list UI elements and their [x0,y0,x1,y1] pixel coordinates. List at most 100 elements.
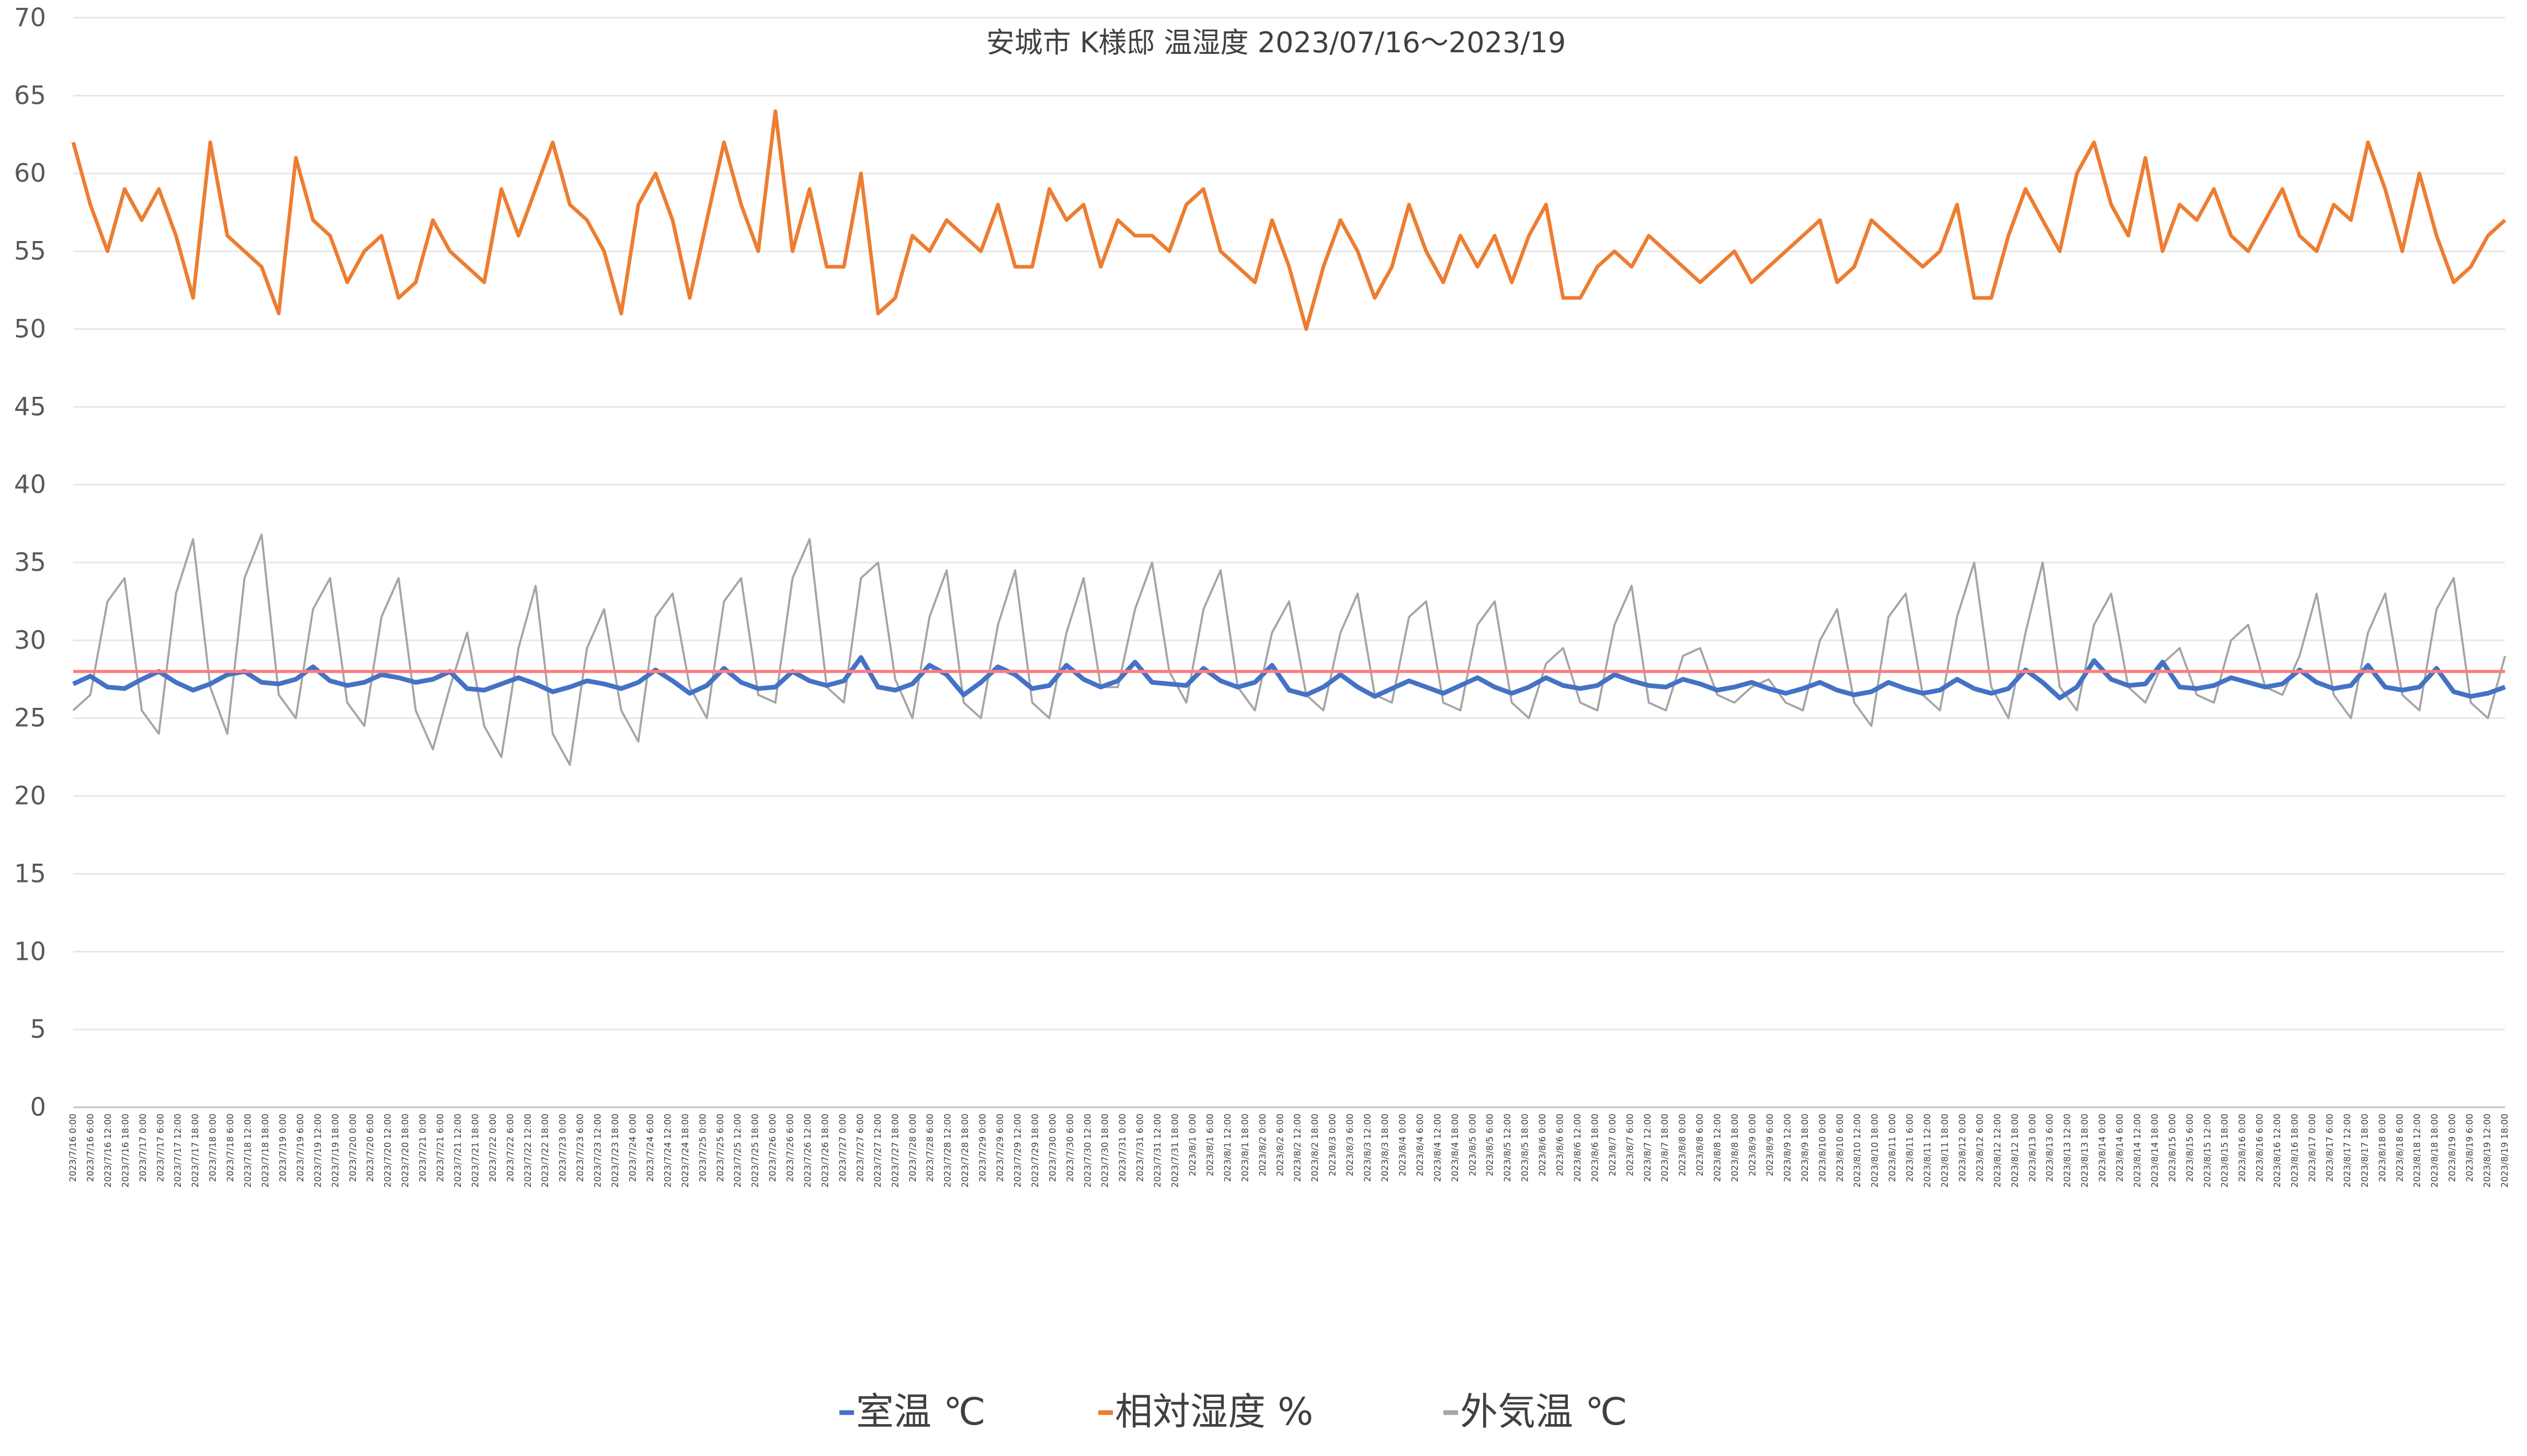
x-tick-label: 2023/8/10 0:00 [1817,1114,1828,1182]
x-tick-label: 2023/7/29 6:00 [995,1114,1006,1182]
y-tick-label: 35 [14,548,46,577]
y-tick-label: 45 [14,392,46,421]
x-tick-label: 2023/8/15 18:00 [2220,1114,2230,1188]
x-tick-label: 2023/8/7 0:00 [1608,1114,1618,1176]
series-line-2 [72,533,2506,766]
x-tick-label: 2023/8/6 18:00 [1590,1114,1600,1182]
x-tick-label: 2023/7/28 6:00 [925,1114,936,1182]
x-tick-label: 2023/7/28 18:00 [960,1114,971,1188]
x-tick-label: 2023/7/23 18:00 [610,1114,621,1188]
x-tick-label: 2023/8/12 12:00 [1993,1114,2003,1188]
x-tick-label: 2023/8/15 0:00 [2167,1114,2178,1182]
x-tick-label: 2023/7/22 12:00 [523,1114,533,1188]
y-tick-label: 20 [14,782,46,811]
x-tick-label: 2023/8/5 18:00 [1520,1114,1531,1182]
x-tick-label: 2023/7/17 12:00 [173,1114,184,1188]
y-tick-label: 10 [14,937,46,966]
y-tick-label: 40 [14,470,46,499]
x-tick-label: 2023/7/25 18:00 [750,1114,761,1188]
x-tick-label: 2023/7/16 18:00 [120,1114,131,1188]
x-tick-label: 2023/8/8 18:00 [1730,1114,1740,1182]
x-tick-label: 2023/8/5 12:00 [1502,1114,1513,1182]
x-tick-label: 2023/8/15 6:00 [2185,1114,2195,1182]
x-tick-label: 2023/8/7 18:00 [1660,1114,1670,1182]
x-tick-label: 2023/7/27 6:00 [855,1114,866,1182]
x-tick-label: 2023/8/12 18:00 [2010,1114,2020,1188]
x-tick-label: 2023/7/18 12:00 [243,1114,254,1188]
x-tick-label: 2023/8/6 12:00 [1573,1114,1583,1182]
x-tick-label: 2023/8/2 18:00 [1310,1114,1321,1182]
legend: 室温 ℃ 相対湿度 % 外気温 ℃ [839,1390,1627,1434]
x-tick-label: 2023/8/3 12:00 [1363,1114,1373,1182]
y-tick-label: 30 [14,626,46,655]
x-tick-label: 2023/8/4 18:00 [1450,1114,1461,1182]
x-tick-label: 2023/8/1 12:00 [1223,1114,1233,1182]
x-tick-label: 2023/7/30 0:00 [1048,1114,1058,1182]
x-tick-label: 2023/7/25 0:00 [698,1114,708,1182]
x-tick-label: 2023/8/19 12:00 [2483,1114,2493,1188]
y-tick-label: 65 [14,81,46,110]
chart-title: 安城市 K様邸 温湿度 2023/07/16～2023/19 [986,26,1566,59]
x-tick-label: 2023/8/16 0:00 [2237,1114,2248,1182]
x-tick-label: 2023/7/31 12:00 [1153,1114,1163,1188]
x-tick-label: 2023/8/16 18:00 [2290,1114,2301,1188]
legend-label: 室温 ℃ [856,1390,986,1434]
x-tick-label: 2023/7/18 6:00 [225,1114,236,1182]
x-tick-label: 2023/7/29 18:00 [1030,1114,1041,1188]
x-tick-label: 2023/7/16 12:00 [103,1114,113,1188]
y-tick-label: 70 [14,3,46,32]
legend-item-2: 外気温 ℃ [1443,1390,1627,1434]
x-tick-label: 2023/8/10 6:00 [1835,1114,1846,1182]
x-tick-label: 2023/7/28 12:00 [943,1114,953,1188]
x-tick-label: 2023/8/18 0:00 [2377,1114,2388,1182]
gridlines [73,17,2505,1108]
x-tick-label: 2023/7/23 12:00 [593,1114,604,1188]
x-tick-label: 2023/7/24 6:00 [645,1114,656,1182]
x-tick-label: 2023/8/2 0:00 [1258,1114,1268,1176]
x-tick-label: 2023/7/27 12:00 [873,1114,883,1188]
x-tick-label: 2023/7/29 0:00 [978,1114,988,1182]
x-tick-label: 2023/7/17 6:00 [155,1114,166,1182]
x-tick-label: 2023/7/19 18:00 [331,1114,341,1188]
x-tick-label: 2023/7/17 18:00 [190,1114,201,1188]
x-tick-label: 2023/8/3 0:00 [1328,1114,1338,1176]
x-tick-label: 2023/7/18 18:00 [260,1114,271,1188]
x-tick-label: 2023/8/3 18:00 [1380,1114,1391,1182]
x-tick-label: 2023/8/18 18:00 [2430,1114,2440,1188]
x-tick-label: 2023/7/30 18:00 [1100,1114,1111,1188]
x-tick-label: 2023/8/9 12:00 [1782,1114,1793,1182]
x-tick-label: 2023/7/26 6:00 [786,1114,796,1182]
x-tick-label: 2023/7/21 0:00 [418,1114,428,1182]
x-tick-label: 2023/8/9 6:00 [1765,1114,1775,1176]
x-tick-label: 2023/8/9 18:00 [1800,1114,1811,1182]
x-tick-label: 2023/8/19 0:00 [2448,1114,2458,1182]
x-axis: 2023/7/16 0:00 2023/7/16 6:00 2023/7/16 12… [68,1114,2510,1188]
x-tick-label: 2023/7/19 0:00 [278,1114,288,1182]
x-tick-label: 2023/7/24 0:00 [628,1114,639,1182]
x-tick-label: 2023/7/21 6:00 [436,1114,446,1182]
x-tick-label: 2023/7/20 12:00 [383,1114,393,1188]
y-tick-label: 15 [14,859,46,888]
y-tick-label: 55 [14,237,46,266]
y-tick-label: 0 [30,1093,46,1122]
y-tick-label: 50 [14,314,46,343]
x-tick-label: 2023/8/12 0:00 [1957,1114,1968,1182]
x-tick-label: 2023/7/23 6:00 [575,1114,586,1182]
x-tick-label: 2023/8/5 6:00 [1485,1114,1496,1176]
y-tick-label: 25 [14,704,46,733]
x-tick-label: 2023/8/7 12:00 [1643,1114,1653,1182]
x-tick-label: 2023/8/10 12:00 [1852,1114,1863,1188]
x-tick-label: 2023/7/31 0:00 [1118,1114,1128,1182]
x-tick-label: 2023/8/11 6:00 [1905,1114,1916,1182]
x-tick-label: 2023/7/26 12:00 [803,1114,813,1188]
x-tick-label: 2023/8/13 12:00 [2063,1114,2073,1188]
x-tick-label: 2023/7/16 6:00 [85,1114,96,1182]
x-tick-label: 2023/7/28 0:00 [908,1114,918,1182]
x-tick-label: 2023/8/1 0:00 [1188,1114,1198,1176]
x-tick-label: 2023/7/23 0:00 [558,1114,568,1182]
x-tick-label: 2023/7/26 0:00 [768,1114,778,1182]
x-tick-label: 2023/7/21 18:00 [470,1114,481,1188]
